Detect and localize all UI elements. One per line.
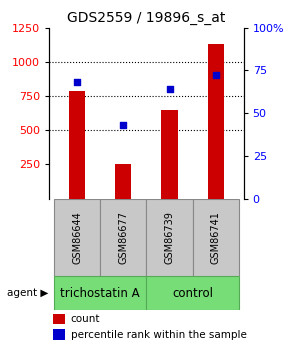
Bar [54, 276, 146, 310]
Bar [146, 276, 239, 310]
Bar [54, 199, 100, 276]
Bar [162, 110, 178, 199]
Bar [208, 44, 224, 199]
Point [167, 86, 172, 92]
Text: GSM86739: GSM86739 [165, 211, 175, 264]
Text: trichostatin A: trichostatin A [60, 287, 140, 300]
Text: control: control [172, 287, 213, 300]
Text: GSM86741: GSM86741 [211, 211, 221, 264]
Bar [53, 314, 65, 324]
Bar [100, 199, 146, 276]
Text: count: count [71, 314, 100, 324]
Point [75, 80, 79, 85]
Bar [115, 164, 131, 199]
Text: agent ▶: agent ▶ [7, 288, 48, 298]
Bar [53, 329, 65, 340]
Bar [69, 90, 85, 199]
Bar [193, 199, 239, 276]
Point [213, 73, 218, 78]
Point [121, 122, 126, 128]
Bar [146, 199, 193, 276]
Text: GSM86677: GSM86677 [118, 211, 128, 264]
Title: GDS2559 / 19896_s_at: GDS2559 / 19896_s_at [67, 11, 226, 25]
Text: percentile rank within the sample: percentile rank within the sample [71, 329, 246, 339]
Text: GSM86644: GSM86644 [72, 211, 82, 264]
